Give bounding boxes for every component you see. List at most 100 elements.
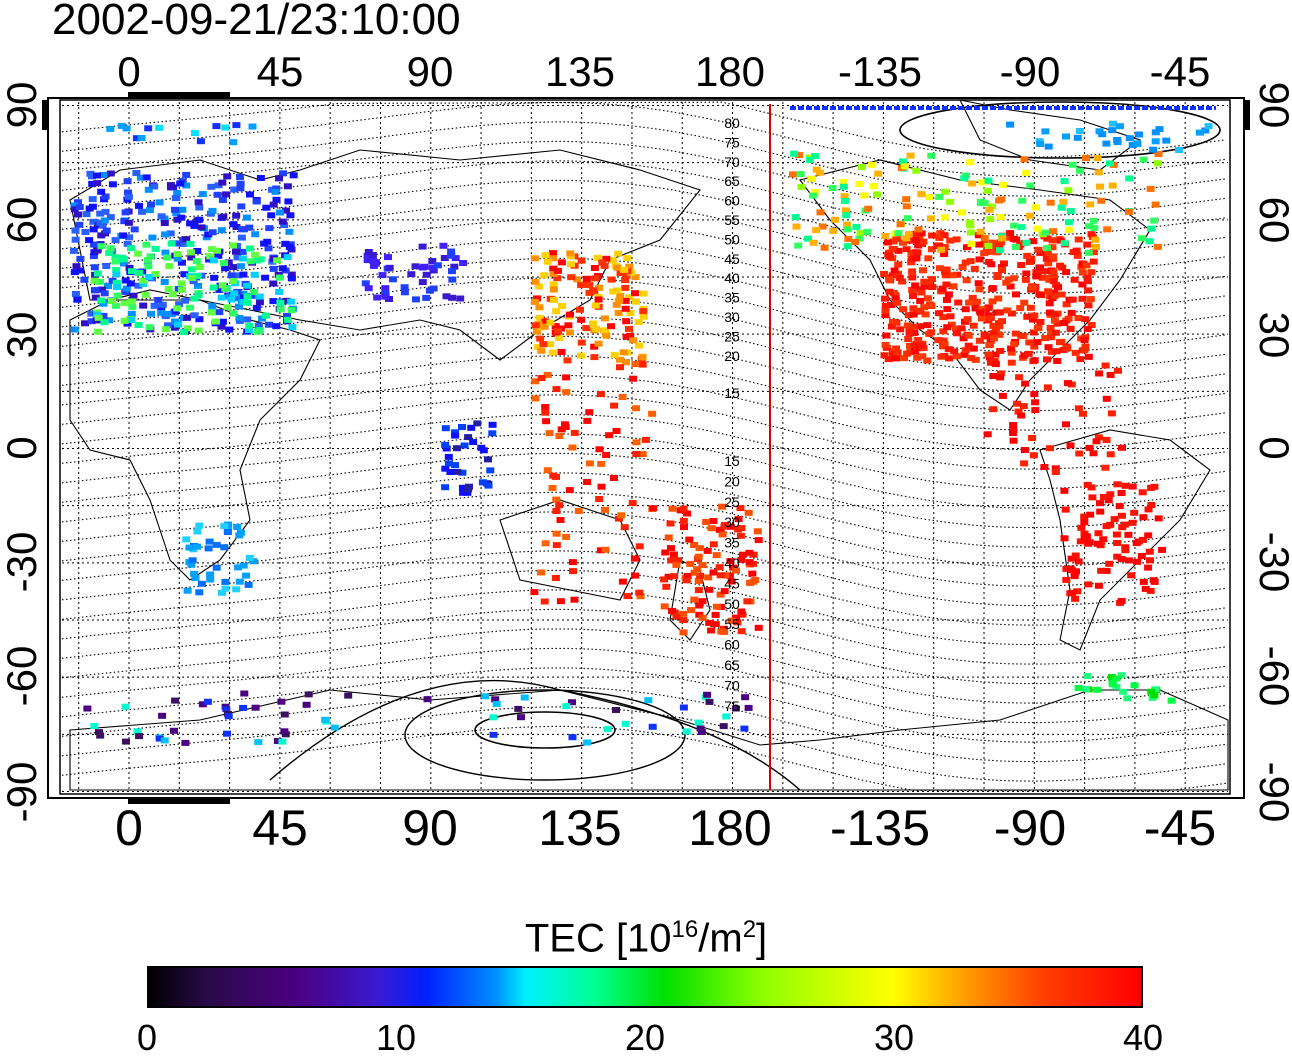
tec-cell [703,691,712,698]
tec-cell [912,249,921,256]
tec-cell [953,271,962,278]
tec-cell [639,290,648,297]
tec-cell [975,337,984,344]
tec-cell [666,520,675,527]
tec-cell [459,489,467,496]
tec-cell [631,572,640,579]
tec-cell [988,285,997,292]
tec-cell [881,342,890,348]
tec-cell [160,220,169,226]
tec-cell [1052,348,1061,355]
tec-cell [1154,151,1163,157]
tec-cell [1094,530,1103,537]
tec-cell [966,159,975,166]
tec-cell [1003,307,1012,314]
mag-contour [61,140,1227,217]
tec-cell [1021,380,1030,387]
tec-cell [745,559,754,566]
tec-cell [1072,568,1080,575]
tec-cell [1029,452,1038,459]
tec-cell [935,193,944,200]
tec-cell [641,436,650,443]
tec-cell [1026,257,1034,264]
tec-cell [209,284,218,291]
tec-cell [712,603,721,610]
tec-cell [590,343,599,350]
tec-cell [1077,524,1086,531]
tec-cell [1066,325,1075,332]
tec-cell [255,299,264,306]
tec-cell [672,613,681,620]
coastline [499,499,641,601]
tec-cell [1080,513,1089,520]
tec-cell [1023,313,1032,320]
tec-cell [1106,371,1115,378]
tec-cell [220,523,229,530]
tec-cell [1117,556,1126,562]
tec-cell [188,275,197,281]
bottom-lon-label: -90 [994,800,1066,856]
tec-cell [243,299,252,306]
tec-cell [232,212,241,219]
tec-cell [121,277,130,284]
tec-cell [447,248,456,255]
tec-cell [208,302,217,309]
tec-cell [161,249,170,256]
tec-cell [961,306,970,313]
tec-cell [236,185,245,192]
tec-cell [791,214,800,221]
tec-cell [88,180,97,187]
contour-label: 70 [724,677,740,693]
tec-cell [212,541,221,548]
tec-cell [616,292,625,299]
tec-cell [980,250,989,257]
tec-cell [718,531,727,538]
tec-cell [601,506,609,513]
tec-cell [1087,269,1096,276]
tec-cell [754,537,763,544]
tec-cell [1080,346,1089,353]
contour-label: 25 [724,328,740,344]
tec-cell [937,353,946,360]
tec-cell [411,263,420,270]
tec-cell [127,298,136,305]
tec-cell [70,269,79,276]
tec-cell [852,223,861,230]
tec-cell [898,158,907,165]
tec-cell [1062,269,1071,276]
tec-cell [625,325,633,332]
tec-cell [155,199,164,206]
tec-cell [119,232,128,239]
tec-cell [913,354,922,361]
tec-cell [927,152,936,159]
tec-cell [674,557,683,564]
tec-cell [996,309,1004,316]
tec-cell [891,295,900,302]
tec-cell [648,410,657,417]
colorbar-title: TEC [1016/m2] [524,916,768,961]
tec-cell [227,272,236,279]
tec-cell [1022,270,1031,277]
tec-cell [595,284,603,291]
left-lat-label: -30 [0,532,45,593]
tec-cell [1004,276,1013,283]
tec-cell [463,489,472,496]
tec-cell [999,181,1008,188]
tec-cell [248,123,257,130]
tec-cell [180,271,189,278]
tec-cell [537,569,546,576]
tec-cell [885,276,894,283]
contour-label: 30 [724,514,740,530]
tec-cell [1128,519,1137,526]
tec-cell [442,445,451,452]
tec-cell [1079,410,1087,417]
tec-cell [253,328,262,335]
tec-cell [585,282,594,289]
tec-cell [904,312,913,319]
tec-cell [254,322,263,329]
contour-label: 60 [724,637,740,653]
tec-cell [1097,197,1106,204]
tec-cell [997,239,1005,246]
tec-cell [1082,533,1091,540]
coastline [959,99,1142,171]
